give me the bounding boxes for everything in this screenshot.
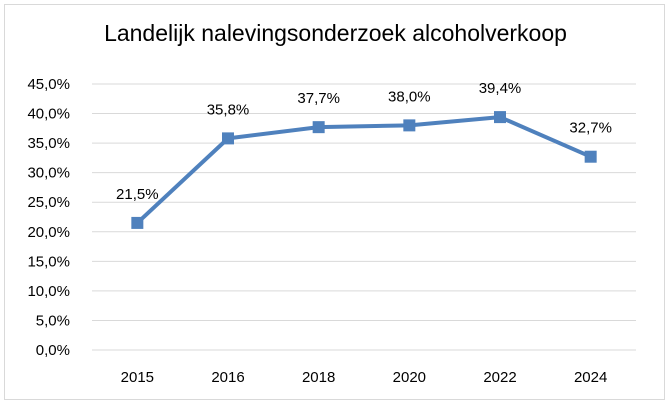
x-tick-label: 2016	[211, 369, 244, 386]
x-axis: 2015 2016 2018 2020 2022 2024	[121, 369, 608, 386]
x-tick-label: 2015	[121, 369, 154, 386]
y-tick-label: 45,0%	[27, 76, 70, 93]
y-tick-label: 0,0%	[36, 342, 70, 359]
data-label: 21,5%	[116, 186, 159, 203]
data-labels: 21,5% 35,8% 37,7% 38,0% 39,4% 32,7%	[116, 80, 612, 203]
data-label: 39,4%	[479, 80, 522, 97]
y-tick-label: 10,0%	[27, 283, 70, 300]
y-tick-label: 20,0%	[27, 224, 70, 241]
gridlines	[92, 83, 636, 351]
series-line-path	[135, 115, 593, 225]
y-tick-label: 25,0%	[27, 194, 70, 211]
data-point-marker	[222, 132, 234, 145]
y-tick-label: 40,0%	[27, 106, 70, 123]
data-point-marker	[312, 121, 325, 134]
data-point-marker	[131, 216, 144, 229]
y-tick-label: 15,0%	[27, 253, 70, 270]
x-tick-label: 2020	[393, 369, 426, 386]
y-tick-label: 30,0%	[27, 165, 70, 182]
y-tick-label: 35,0%	[27, 135, 70, 152]
data-point-marker	[403, 119, 416, 132]
data-label: 37,7%	[297, 90, 340, 107]
data-label: 32,7%	[569, 120, 612, 137]
data-point-marker	[494, 111, 506, 124]
chart-title: Landelijk nalevingsonderzoek alcoholverk…	[104, 20, 567, 46]
x-tick-label: 2024	[574, 369, 607, 386]
data-label: 35,8%	[207, 101, 250, 118]
data-point-marker	[584, 150, 597, 163]
x-tick-label: 2022	[483, 369, 516, 386]
x-tick-label: 2018	[302, 369, 335, 386]
y-tick-label: 5,0%	[36, 312, 70, 329]
y-axis: 0,0% 5,0% 10,0% 15,0% 20,0% 25,0% 30,0% 35,0% 40…	[27, 76, 70, 359]
data-label: 38,0%	[388, 88, 431, 105]
series-line	[131, 111, 597, 229]
